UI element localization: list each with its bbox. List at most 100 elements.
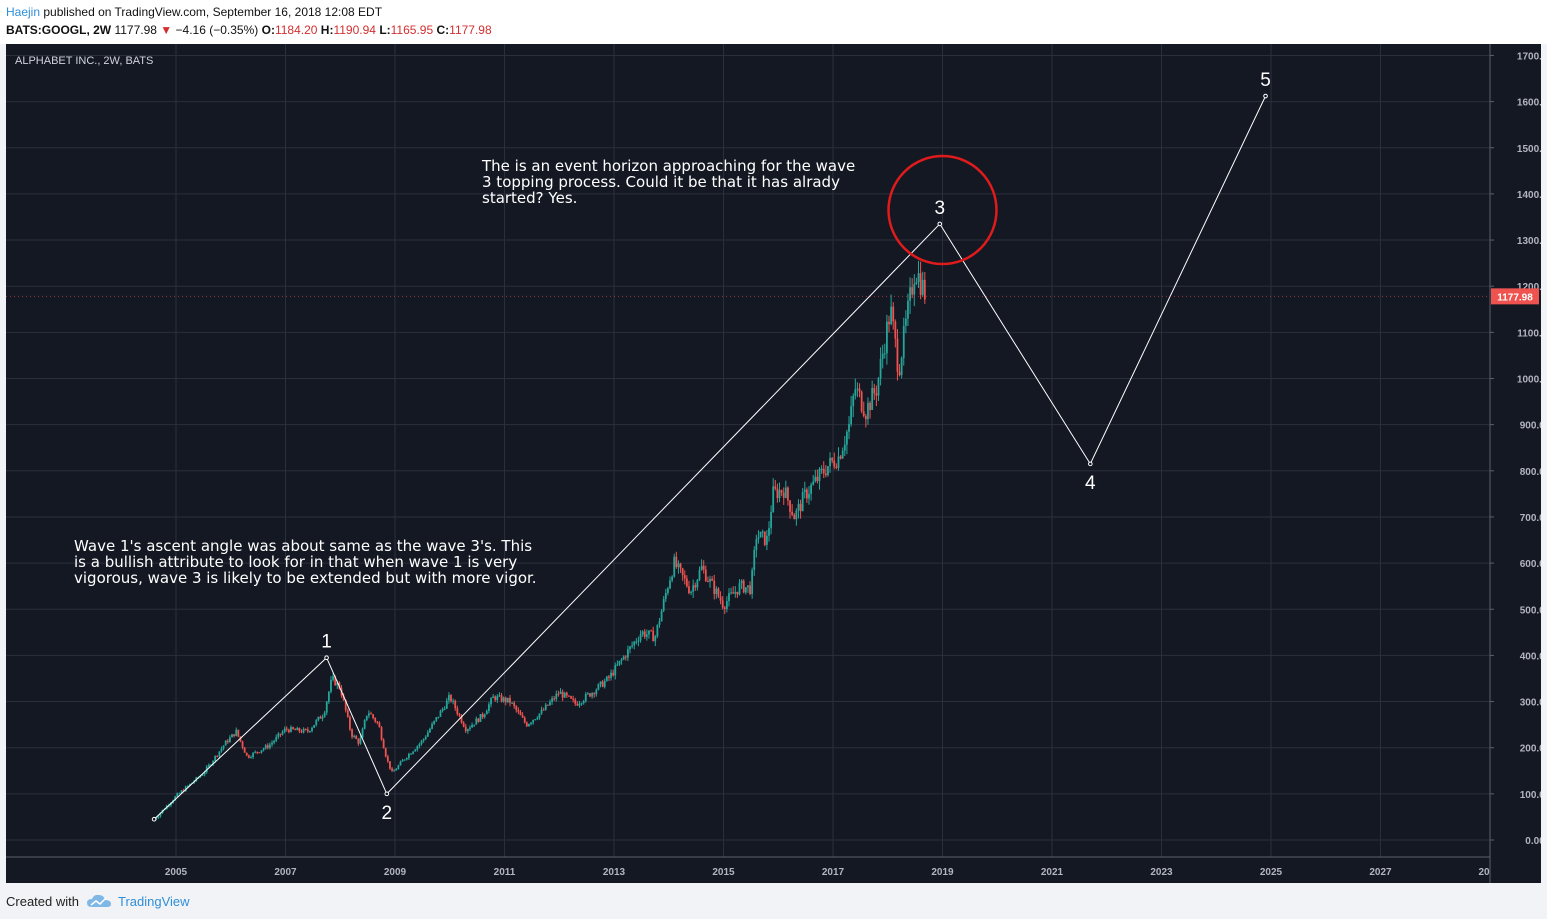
candle [656, 624, 659, 639]
candle [719, 591, 722, 605]
candle [820, 465, 823, 474]
candle-body [445, 700, 448, 709]
candle-body [692, 585, 695, 592]
candle [568, 695, 570, 697]
candle [736, 591, 739, 598]
y-tick-label: 400.00 [1520, 651, 1541, 662]
candle [801, 487, 804, 512]
candle-body [481, 714, 484, 718]
last-price-label: 1177.98 [1497, 292, 1533, 303]
candle-body [599, 681, 602, 685]
candle [645, 629, 648, 641]
candle [622, 655, 625, 661]
candle-body [850, 406, 853, 425]
candle-body [214, 755, 217, 761]
chart-header: Haejin published on TradingView.com, Sep… [0, 0, 1547, 44]
candle [325, 700, 328, 716]
candle-body [578, 703, 581, 706]
candle-body [448, 695, 450, 701]
candle-body [521, 715, 524, 718]
candle-body [694, 585, 697, 588]
candle-body [747, 585, 749, 588]
candle [864, 413, 867, 428]
price-chart[interactable]: 0.00 100.00 200.00 300.00 400.00 500.00 600.00… [6, 44, 1541, 883]
candle-body [502, 697, 505, 702]
candle [900, 356, 903, 379]
candle [530, 721, 532, 726]
candle [707, 576, 709, 583]
annotation-note_bottom-line: Wave 1's ascent angle was about same as … [74, 537, 532, 555]
candle-body [264, 745, 267, 749]
candle [553, 696, 556, 702]
candle-body [393, 770, 396, 772]
candle-body [199, 775, 202, 778]
candle [349, 715, 351, 732]
candle-body [517, 710, 520, 712]
candle-body [810, 484, 812, 494]
author-link[interactable]: Haejin [6, 5, 41, 19]
x-tick-label: 2025 [1260, 867, 1283, 878]
candle [679, 562, 682, 573]
candle [637, 636, 640, 647]
candle-body [266, 745, 269, 748]
candle-body [433, 720, 436, 724]
candle-body [422, 738, 425, 741]
candle-body [382, 739, 385, 749]
candle [713, 574, 716, 600]
candle-body [260, 750, 263, 753]
candle [717, 587, 720, 598]
candle [176, 792, 179, 797]
candle [561, 689, 564, 702]
candle [917, 260, 920, 288]
y-tick-label: 700.00 [1520, 513, 1541, 524]
candle [723, 605, 726, 615]
candle-body [174, 796, 177, 801]
candle-body [808, 493, 810, 499]
candle [311, 726, 313, 733]
low-value: 1165.95 [390, 23, 434, 37]
candle [519, 709, 522, 716]
candle [582, 699, 585, 705]
candle [654, 634, 657, 647]
candle-body [565, 692, 568, 696]
low-label: L: [379, 23, 391, 37]
series-legend: ALPHABET INC., 2W, BATS [15, 55, 153, 67]
candle [252, 752, 254, 760]
candle-body [170, 802, 172, 806]
candle-body [757, 537, 760, 540]
candle-body [277, 733, 280, 737]
candle [551, 695, 553, 705]
candle-body [645, 634, 648, 637]
candle-body [683, 575, 686, 579]
candle-body [580, 703, 583, 705]
candle [517, 707, 520, 715]
candle-body [622, 656, 625, 660]
candle-body [483, 714, 486, 718]
candle-body [679, 563, 682, 569]
y-tick-label: 900.00 [1520, 421, 1541, 432]
candle-body [574, 699, 577, 704]
chart-area[interactable]: 0.00 100.00 200.00 300.00 400.00 500.00 600.00… [6, 44, 1541, 883]
candle [395, 767, 398, 771]
candle [860, 390, 863, 414]
candle [829, 452, 831, 473]
candle [433, 720, 436, 726]
candle [273, 739, 276, 745]
candle-body [660, 610, 663, 622]
candle-body [479, 714, 482, 722]
candle [879, 347, 882, 386]
y-tick-label: 1000.00 [1517, 375, 1541, 386]
candle [504, 696, 507, 706]
candle-body [370, 713, 372, 715]
candle-body [721, 600, 724, 608]
candle-body [778, 490, 781, 499]
y-tick-label: 0.00 [1525, 836, 1541, 847]
candle [854, 378, 857, 400]
candle [738, 579, 741, 596]
candle-body [456, 708, 459, 714]
candle-body [782, 492, 785, 498]
tradingview-link[interactable]: TradingView [118, 894, 190, 909]
candle-body [342, 695, 345, 700]
candle [306, 727, 309, 734]
candle-body [454, 700, 457, 709]
